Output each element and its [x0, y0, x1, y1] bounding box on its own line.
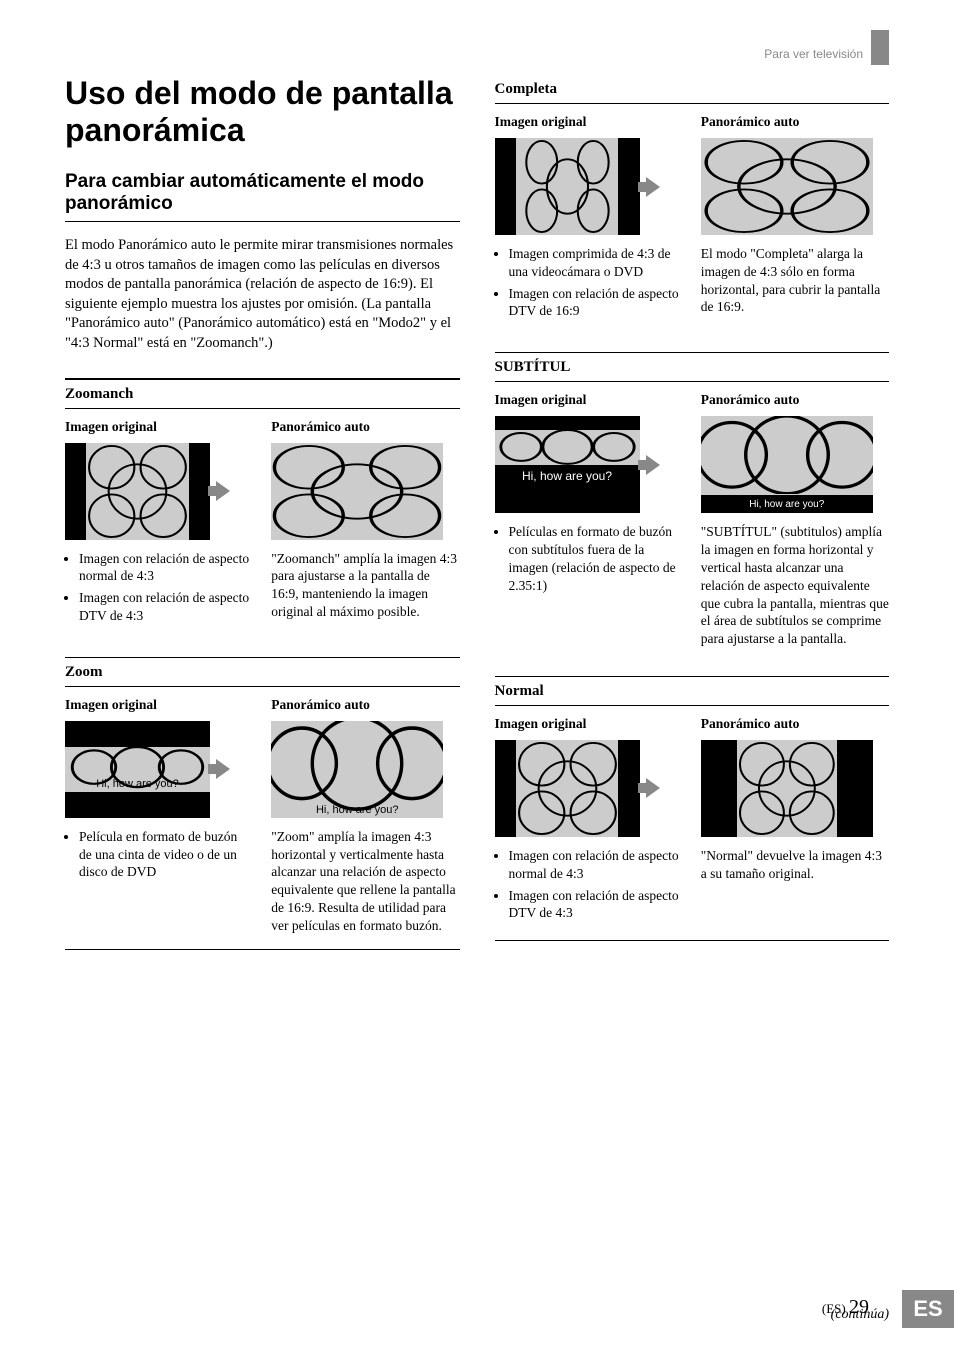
right-column: Completa Imagen original Imagen comprimi… — [495, 75, 890, 978]
tv-auto-zoomanch — [271, 443, 443, 540]
lang-tab: ES — [902, 1290, 954, 1328]
mode-zoom: Zoom Imagen original Hi, how are you? — [65, 657, 460, 950]
bullet: Imagen con relación de aspecto normal de… — [79, 550, 253, 586]
tv-original-zoom: Hi, how are you? — [65, 721, 210, 818]
page-number: (ES) 29 — [822, 1296, 869, 1319]
orig-desc-subtitul: Películas en formato de buzón con subtít… — [495, 523, 683, 594]
breadcrumb: Para ver televisión — [764, 47, 863, 65]
auto-desc-zoomanch: "Zoomanch" amplía la imagen 4:3 para aju… — [271, 550, 459, 621]
subtitle-text: Hi, how are you? — [271, 804, 443, 816]
orig-desc-zoomanch: Imagen con relación de aspecto normal de… — [65, 550, 253, 625]
footer: (continúa) ES — [65, 1307, 889, 1323]
bullet: Imagen con relación de aspecto DTV de 4:… — [79, 589, 253, 625]
subtitle-text: Hi, how are you? — [522, 469, 612, 483]
tv-auto-completa — [701, 138, 873, 235]
bullet: Películas en formato de buzón con subtít… — [509, 523, 683, 594]
arrow-icon — [216, 481, 230, 501]
mode-title: SUBTÍTUL — [495, 352, 890, 382]
label-original: Imagen original — [495, 114, 683, 130]
page-columns: Uso del modo de pantalla panorámica Para… — [65, 75, 889, 978]
tv-original-normal — [495, 740, 640, 837]
label-original: Imagen original — [495, 392, 683, 408]
page-title: Uso del modo de pantalla panorámica — [65, 75, 460, 149]
label-auto: Panorámico auto — [271, 697, 459, 713]
auto-desc-subtitul: "SUBTÍTUL" (subtitulos) amplía la imagen… — [701, 523, 889, 648]
bullet: Imagen con relación de aspecto normal de… — [509, 847, 683, 883]
mode-zoomanch: Zoomanch Imagen original Imagen con rela… — [65, 378, 460, 629]
auto-desc-completa: El modo "Completa" alarga la imagen de 4… — [701, 245, 889, 316]
tv-auto-subtitul: Hi, how are you? — [701, 416, 873, 513]
subtitle-area: Hi, how are you? — [701, 495, 873, 513]
bullet: Película en formato de buzón de una cint… — [79, 828, 253, 881]
tv-original-completa — [495, 138, 640, 235]
label-original: Imagen original — [495, 716, 683, 732]
auto-desc-normal: "Normal" devuelve la imagen 4:3 a su tam… — [701, 847, 889, 883]
mode-completa: Completa Imagen original Imagen comprimi… — [495, 75, 890, 324]
tv-original-zoomanch — [65, 443, 210, 540]
bullet: Imagen con relación de aspecto DTV de 16… — [509, 285, 683, 321]
orig-desc-zoom: Película en formato de buzón de una cint… — [65, 828, 253, 881]
intro-paragraph: El modo Panorámico auto le permite mirar… — [65, 236, 460, 353]
mode-title: Normal — [495, 676, 890, 706]
mode-subtitul: SUBTÍTUL Imagen original Hi, how are you… — [495, 352, 890, 648]
tv-auto-zoom: Hi, how are you? — [271, 721, 443, 818]
auto-desc-zoom: "Zoom" amplía la imagen 4:3 horizontal y… — [271, 828, 459, 935]
orig-desc-completa: Imagen comprimida de 4:3 de una videocám… — [495, 245, 683, 320]
bullet: Imagen con relación de aspecto DTV de 4:… — [509, 887, 683, 923]
bullet: Imagen comprimida de 4:3 de una videocám… — [509, 245, 683, 281]
arrow-icon — [216, 759, 230, 779]
tv-auto-normal — [701, 740, 873, 837]
mode-title: Zoom — [65, 657, 460, 687]
left-column: Uso del modo de pantalla panorámica Para… — [65, 75, 460, 978]
label-auto: Panorámico auto — [701, 392, 889, 408]
mode-title: Completa — [495, 75, 890, 104]
header-tab — [871, 30, 889, 65]
orig-desc-normal: Imagen con relación de aspecto normal de… — [495, 847, 683, 922]
page-subtitle: Para cambiar automáticamente el modo pan… — [65, 171, 460, 223]
label-original: Imagen original — [65, 419, 253, 435]
header-bar: Para ver televisión — [764, 30, 889, 65]
subtitle-text: Hi, how are you? — [65, 778, 210, 790]
mode-title: Zoomanch — [65, 378, 460, 409]
page-prefix: (ES) — [822, 1301, 846, 1316]
arrow-icon — [646, 778, 660, 798]
label-original: Imagen original — [65, 697, 253, 713]
mode-normal: Normal Imagen original Imagen con relaci… — [495, 676, 890, 941]
label-auto: Panorámico auto — [701, 716, 889, 732]
arrow-icon — [646, 177, 660, 197]
label-auto: Panorámico auto — [701, 114, 889, 130]
tv-original-subtitul: Hi, how are you? — [495, 416, 640, 513]
label-auto: Panorámico auto — [271, 419, 459, 435]
arrow-icon — [646, 455, 660, 475]
page-num-value: 29 — [849, 1296, 869, 1318]
